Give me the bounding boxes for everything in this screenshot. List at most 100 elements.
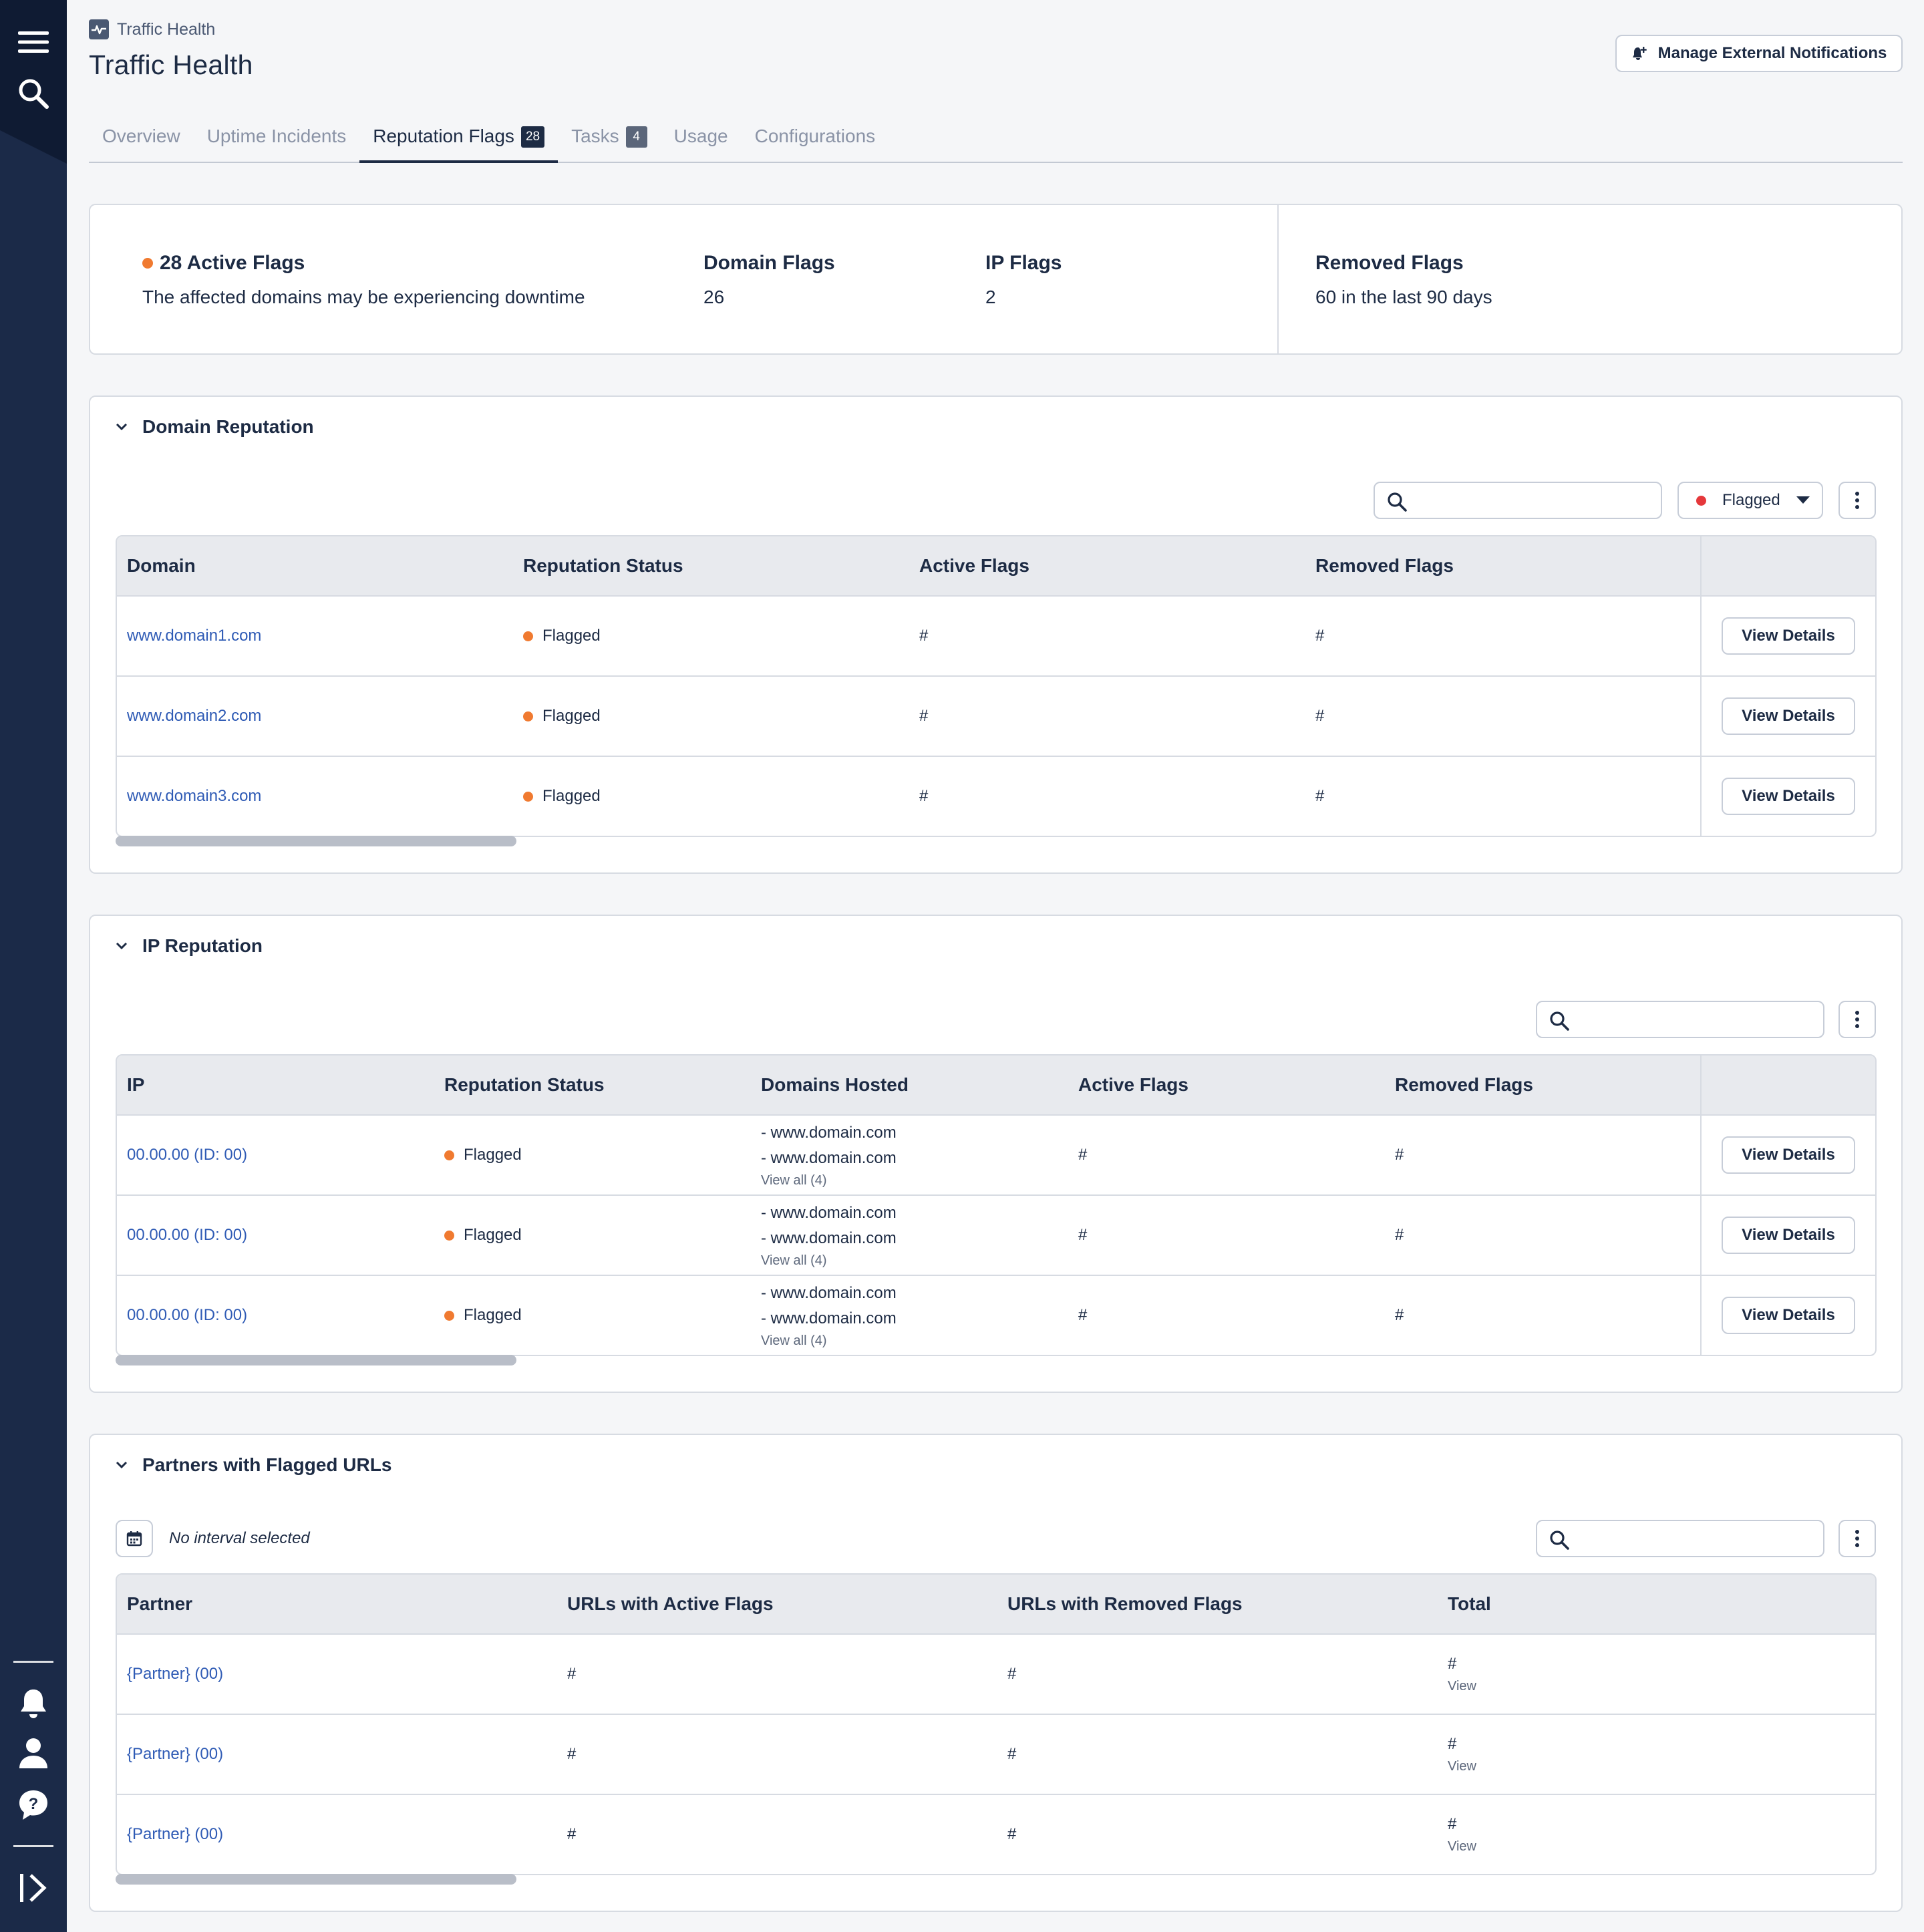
view-link[interactable]: View [1448,1679,1476,1694]
ip-link[interactable]: 00.00.00 (ID: 00) [127,1146,248,1164]
column-header[interactable]: URLs with Active Flags [567,1593,774,1614]
tab-usage[interactable]: Usage [661,120,742,163]
domain-link[interactable]: www.domain2.com [127,707,262,725]
table-header: IP Reputation Status Domains Hosted Acti… [117,1056,1875,1114]
domain-link[interactable]: www.domain3.com [127,787,262,805]
column-header[interactable]: Domains Hosted [761,1074,909,1095]
interval-label: No interval selected [169,1529,310,1547]
actions-cell: View Details [1700,1116,1875,1194]
horizontal-scrollbar[interactable] [116,836,516,846]
active-flags-note: The affected domains may be experiencing… [142,287,585,307]
expand-rail-button[interactable] [0,1863,67,1913]
domain-table-more-button[interactable] [1838,482,1876,519]
column-header[interactable]: Domain [127,555,196,576]
partner-search-input[interactable] [1579,1525,1811,1552]
ip-search-input[interactable] [1579,1006,1811,1033]
view-link[interactable]: View [1448,1759,1476,1774]
column-header[interactable]: Total [1448,1593,1491,1614]
table-row: {Partner} (00) # # # View [117,1633,1875,1714]
column-header[interactable]: Removed Flags [1395,1074,1533,1095]
tab-overview[interactable]: Overview [89,120,194,163]
breadcrumb-link[interactable]: Traffic Health [117,19,216,39]
domain-search-input[interactable] [1416,487,1649,514]
partner-link[interactable]: {Partner} (00) [127,1825,224,1843]
partners-toggle[interactable]: Partners with Flagged URLs [116,1452,391,1478]
bell-icon [21,1689,46,1718]
active-flags-cell: # [1078,1146,1088,1164]
tab-configurations[interactable]: Configurations [742,120,889,163]
domain-search[interactable] [1374,482,1662,519]
table-row: 00.00.00 (ID: 00) Flagged - www.domain.c… [117,1275,1875,1355]
flag-status-dot [444,1230,454,1241]
partners-section: Partners with Flagged URLs No interval s… [89,1434,1903,1912]
manage-notifications-label: Manage External Notifications [1657,44,1887,62]
active-urls-cell: # [567,1825,577,1843]
user-icon [19,1738,47,1768]
help-button[interactable]: ? [0,1780,67,1830]
removed-urls-cell: # [1007,1665,1017,1683]
column-header[interactable]: Active Flags [919,555,1029,576]
view-details-button[interactable]: View Details [1722,1297,1855,1334]
removed-flags-cell: # [1315,707,1325,725]
horizontal-scrollbar[interactable] [116,1874,516,1885]
kebab-icon [1855,1530,1859,1547]
tab-reputation-flags[interactable]: Reputation Flags 28 [359,120,558,163]
tab-bar: Overview Uptime Incidents Reputation Fla… [89,120,1903,163]
ip-reputation-toggle[interactable]: IP Reputation [116,933,263,959]
column-header[interactable]: URLs with Removed Flags [1007,1593,1243,1614]
status-label: Flagged [542,627,601,645]
heartbeat-icon [89,19,109,39]
section-title: Partners with Flagged URLs [142,1454,392,1475]
view-details-button[interactable]: View Details [1722,1217,1855,1254]
search-icon [19,79,49,109]
tab-label: Overview [102,126,180,146]
interval-picker-button[interactable] [116,1520,153,1557]
partner-link[interactable]: {Partner} (00) [127,1665,224,1683]
column-header[interactable]: Active Flags [1078,1074,1188,1095]
column-header[interactable]: Removed Flags [1315,555,1454,576]
ip-link[interactable]: 00.00.00 (ID: 00) [127,1226,248,1244]
view-all-domains-link[interactable]: View all (4) [761,1253,827,1268]
ip-table-more-button[interactable] [1838,1001,1876,1038]
notifications-button[interactable] [0,1678,67,1729]
removed-flags-summary: Removed Flags 60 in the last 90 days [1315,251,1492,308]
view-link[interactable]: View [1448,1839,1476,1854]
profile-button[interactable] [0,1728,67,1778]
active-urls-cell: # [567,1745,577,1763]
ip-reputation-section: IP Reputation IP Reputation Status Domai… [89,915,1903,1393]
tab-tasks[interactable]: Tasks 4 [558,120,661,163]
tab-count-badge: 4 [625,126,647,148]
expand-icon [20,1874,47,1902]
view-details-button[interactable]: View Details [1722,778,1855,815]
ip-search[interactable] [1536,1001,1824,1038]
column-header[interactable]: IP [127,1074,145,1095]
ip-link[interactable]: 00.00.00 (ID: 00) [127,1306,248,1324]
view-all-domains-link[interactable]: View all (4) [761,1333,827,1348]
menu-button[interactable] [0,17,67,67]
status-label: Flagged [464,1146,522,1164]
column-header[interactable]: Reputation Status [444,1074,605,1095]
partner-search[interactable] [1536,1520,1824,1557]
view-details-button[interactable]: View Details [1722,697,1855,735]
partner-table-more-button[interactable] [1838,1520,1876,1557]
domain-reputation-toggle[interactable]: Domain Reputation [116,414,314,440]
column-header[interactable]: Partner [127,1593,193,1614]
global-search-button[interactable] [0,68,67,119]
view-details-button[interactable]: View Details [1722,617,1855,655]
flagged-filter-dot [1696,495,1706,506]
total-cell: # View [1448,1795,1476,1874]
view-details-button[interactable]: View Details [1722,1136,1855,1174]
view-all-domains-link[interactable]: View all (4) [761,1173,827,1188]
horizontal-scrollbar[interactable] [116,1355,516,1365]
domain-link[interactable]: www.domain1.com [127,627,262,645]
total-value: # [1448,1655,1457,1673]
partner-link[interactable]: {Partner} (00) [127,1745,224,1763]
status-filter-dropdown[interactable]: Flagged [1677,482,1823,519]
tab-uptime-incidents[interactable]: Uptime Incidents [194,120,360,163]
status-filter-label: Flagged [1722,491,1780,509]
column-header[interactable]: Reputation Status [523,555,683,576]
hosted-domain: - www.domain.com [761,1229,897,1247]
manage-notifications-button[interactable]: Manage External Notifications [1615,35,1903,72]
table-row: 00.00.00 (ID: 00) Flagged - www.domain.c… [117,1194,1875,1275]
removed-flags-cell: # [1315,787,1325,805]
